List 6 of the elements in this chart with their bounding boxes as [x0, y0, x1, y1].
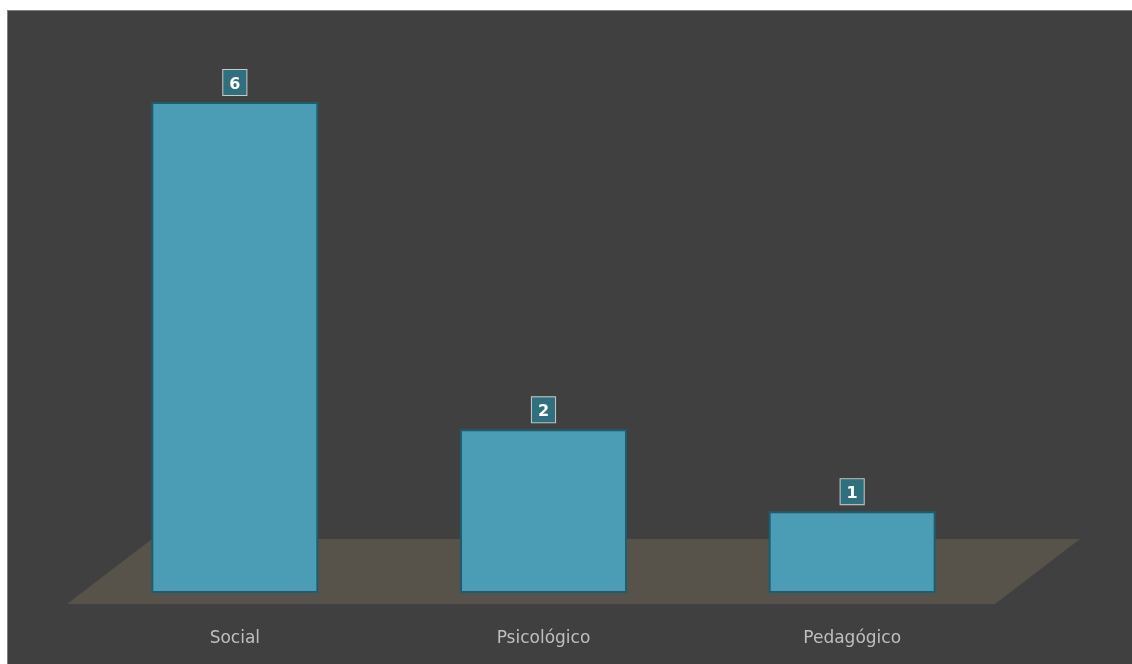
data-label: 6 — [229, 73, 241, 93]
x-tick-label: Psicológico — [496, 626, 591, 647]
data-label: 1 — [846, 482, 858, 502]
x-tick-label: Social — [209, 626, 261, 647]
x-tick-label: Pedagógico — [803, 626, 902, 647]
data-label: 2 — [537, 400, 550, 420]
